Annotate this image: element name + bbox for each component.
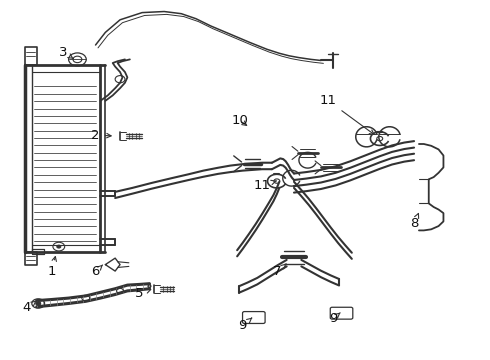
- Text: 3: 3: [59, 46, 73, 59]
- Text: 4: 4: [23, 301, 36, 314]
- Text: 9: 9: [238, 318, 252, 332]
- Text: 5: 5: [135, 287, 151, 300]
- Text: 7: 7: [272, 264, 286, 278]
- Text: 1: 1: [47, 257, 56, 278]
- Text: 9: 9: [329, 312, 340, 325]
- Text: 11: 11: [254, 179, 276, 192]
- Circle shape: [57, 245, 61, 248]
- Circle shape: [36, 302, 41, 305]
- Text: 6: 6: [91, 265, 102, 278]
- FancyBboxPatch shape: [330, 307, 353, 319]
- Text: 2: 2: [91, 129, 111, 141]
- FancyBboxPatch shape: [243, 312, 265, 324]
- Text: 11: 11: [320, 94, 374, 134]
- Text: 8: 8: [410, 213, 418, 230]
- Text: 10: 10: [232, 114, 248, 127]
